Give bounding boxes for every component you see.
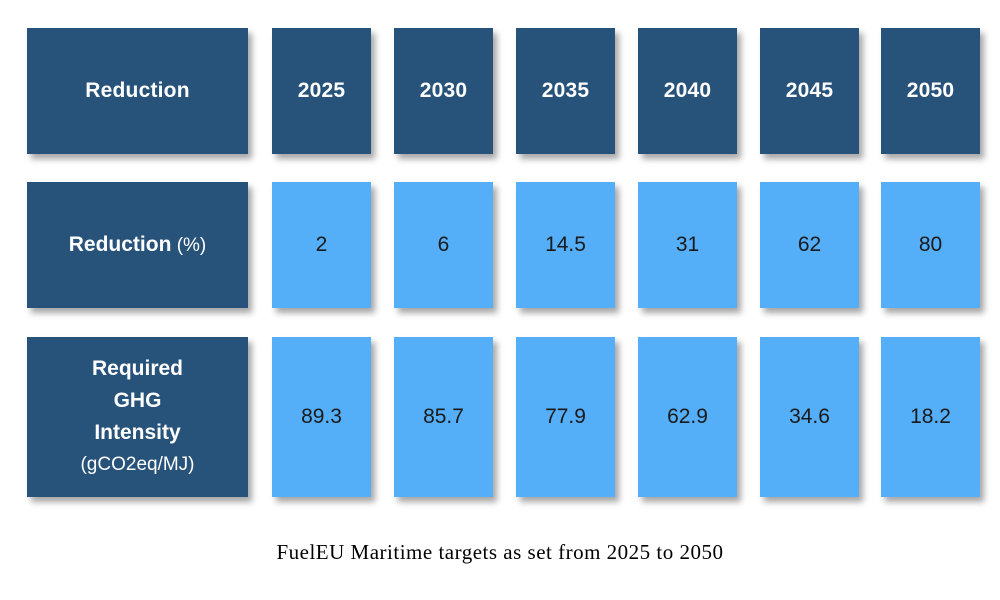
row-label-main: Required GHG Intensity — [91, 357, 183, 444]
year-label: 2040 — [663, 79, 712, 102]
header-label: Reduction — [85, 79, 190, 102]
value-label: 85.7 — [423, 405, 464, 428]
fueleu-targets-table: Reduction 2025 2030 2035 2040 2045 2050 Reducti… — [27, 28, 980, 497]
row-label-cell: Required GHG Intensity (gCO2eq/MJ) — [27, 337, 248, 497]
value-label: 14.5 — [545, 233, 586, 256]
row-label-main: Reduction — [68, 232, 172, 256]
value-cell: 31 — [638, 182, 737, 308]
value-cell: 62.9 — [638, 337, 737, 497]
value-cell: 80 — [881, 182, 980, 308]
row-label-unit: (%) — [171, 234, 207, 256]
value-label: 62 — [797, 233, 822, 256]
year-label: 2030 — [419, 79, 468, 102]
row-label-cell: Reduction (%) — [27, 182, 248, 308]
value-cell: 6 — [394, 182, 493, 308]
value-cell: 62 — [760, 182, 859, 308]
value-label: 31 — [675, 233, 700, 256]
year-label: 2035 — [541, 79, 590, 102]
value-label: 80 — [918, 233, 943, 256]
header-cell-year: 2025 — [272, 28, 371, 154]
value-cell: 34.6 — [760, 337, 859, 497]
header-cell-reduction: Reduction — [27, 28, 248, 154]
row-label: Required GHG Intensity (gCO2eq/MJ) — [73, 353, 203, 481]
value-cell: 77.9 — [516, 337, 615, 497]
value-label: 77.9 — [545, 405, 586, 428]
value-label: 62.9 — [667, 405, 708, 428]
year-label: 2025 — [297, 79, 346, 102]
header-cell-year: 2030 — [394, 28, 493, 154]
header-cell-year: 2035 — [516, 28, 615, 154]
value-label: 34.6 — [789, 405, 830, 428]
row-label: Reduction (%) — [69, 229, 207, 262]
table-caption: FuelEU Maritime targets as set from 2025… — [276, 540, 724, 564]
header-cell-year: 2045 — [760, 28, 859, 154]
value-cell: 14.5 — [516, 182, 615, 308]
value-cell: 85.7 — [394, 337, 493, 497]
year-label: 2050 — [906, 79, 955, 102]
value-cell: 89.3 — [272, 337, 371, 497]
value-cell: 2 — [272, 182, 371, 308]
header-cell-year: 2040 — [638, 28, 737, 154]
value-label: 2 — [315, 233, 328, 256]
header-cell-year: 2050 — [881, 28, 980, 154]
value-label: 6 — [437, 233, 450, 256]
row-label-unit: (gCO2eq/MJ) — [80, 454, 195, 475]
value-cell: 18.2 — [881, 337, 980, 497]
year-label: 2045 — [785, 79, 834, 102]
value-label: 89.3 — [301, 405, 342, 428]
value-label: 18.2 — [910, 405, 951, 428]
